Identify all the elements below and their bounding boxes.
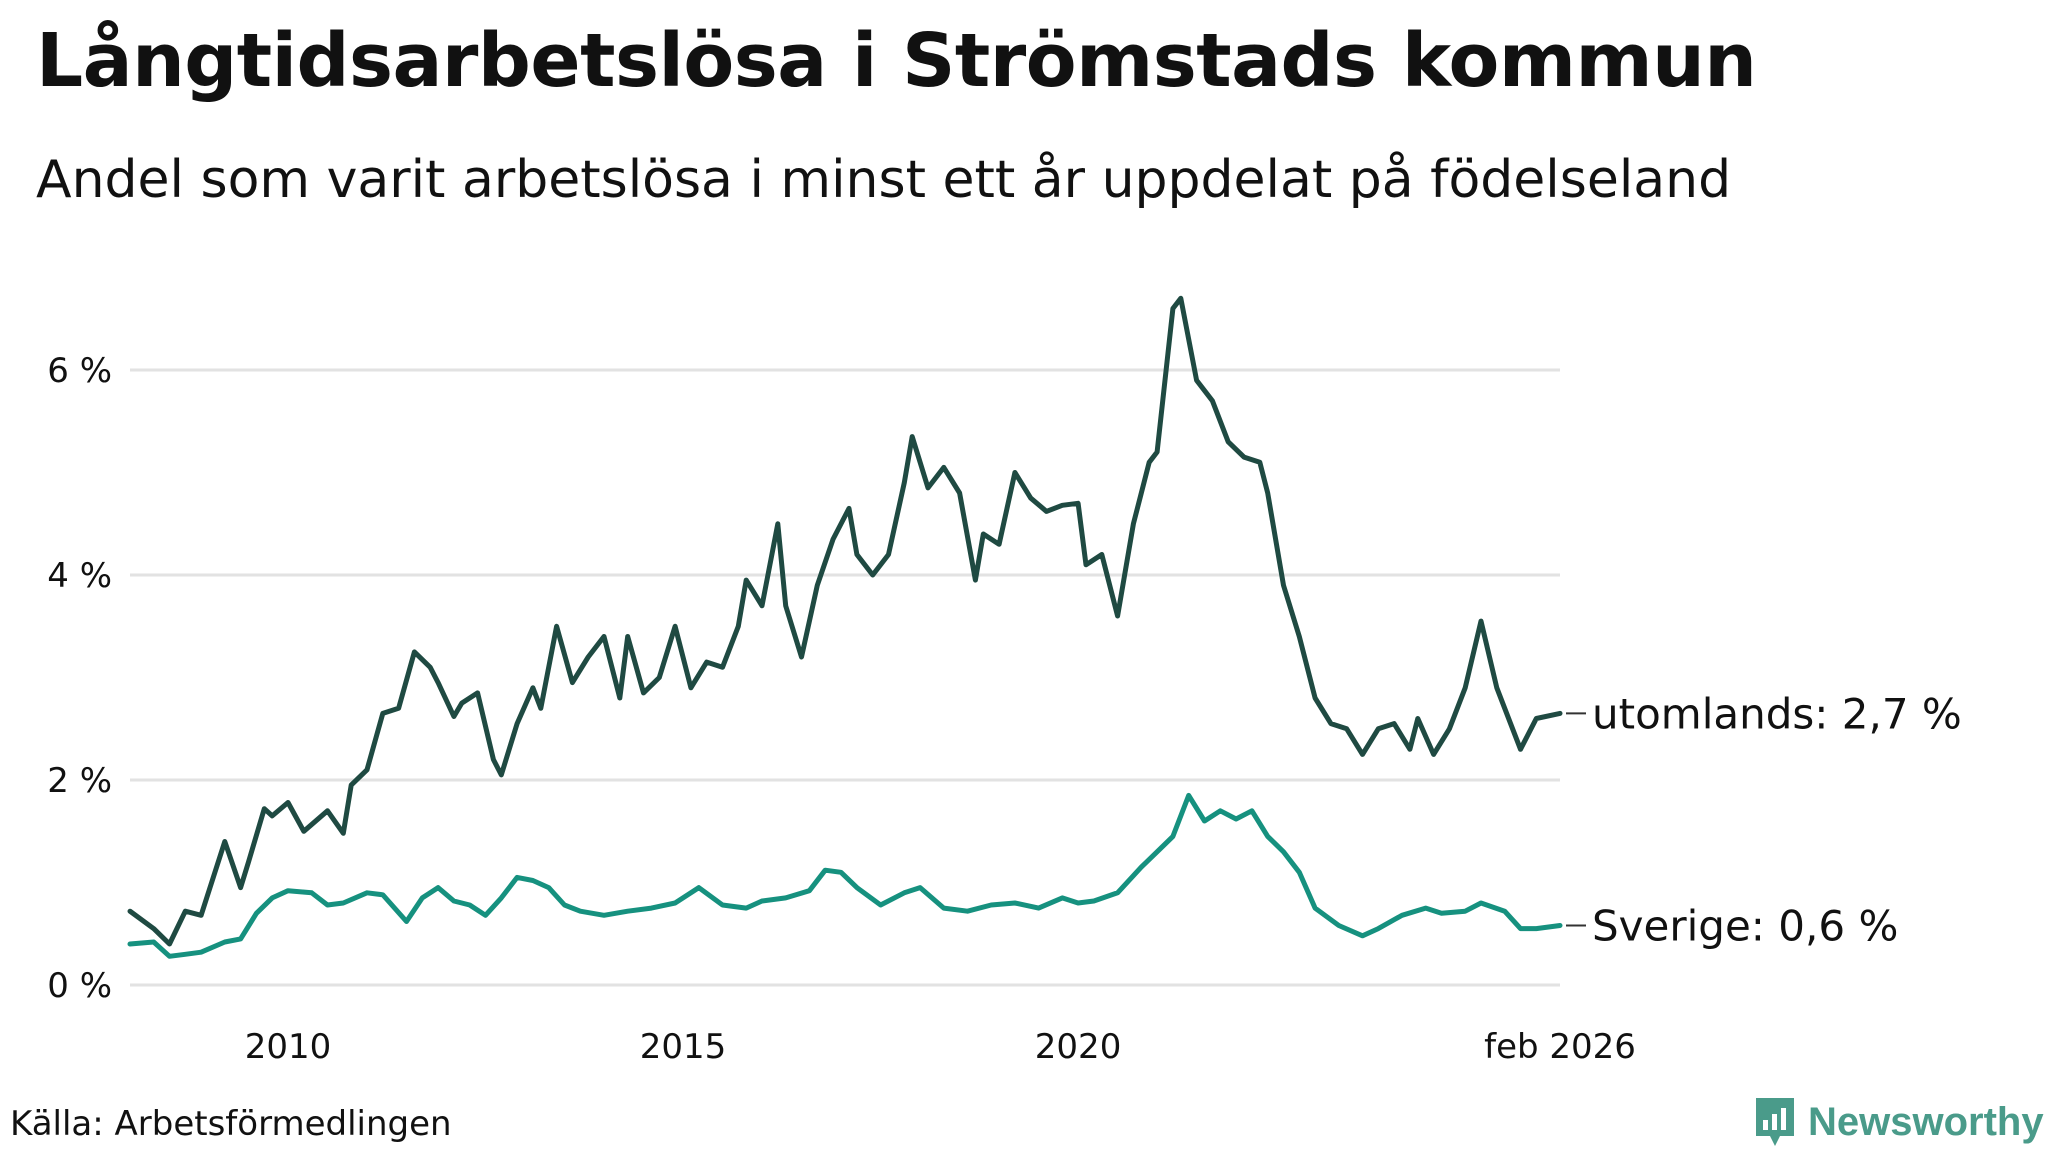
x-tick-label: 2020 bbox=[1035, 1027, 1122, 1067]
series-line-utomlands bbox=[127, 295, 1563, 947]
x-axis-ticks: 2010 2015 2020 feb 2026 bbox=[245, 1027, 1636, 1067]
x-tick-label: feb 2026 bbox=[1484, 1027, 1636, 1067]
bar-chart-icon bbox=[1756, 1098, 1794, 1146]
y-tick-label: 6 % bbox=[47, 351, 112, 391]
source-note: Källa: Arbetsförmedlingen bbox=[10, 1104, 452, 1144]
y-axis-ticks: 0 % 2 % 4 % 6 % bbox=[47, 351, 112, 1006]
end-label-sverige: Sverige: 0,6 % bbox=[1592, 902, 1898, 951]
x-tick-label: 2015 bbox=[640, 1027, 727, 1067]
x-tick-label: 2010 bbox=[245, 1027, 332, 1067]
page-subtitle: Andel som varit arbetslösa i minst ett å… bbox=[36, 150, 1732, 210]
logo-text: Newsworthy bbox=[1808, 1099, 2044, 1144]
end-label-utomlands: utomlands: 2,7 % bbox=[1592, 689, 1962, 738]
end-labels: utomlands: 2,7 % Sverige: 0,6 % bbox=[1566, 689, 1962, 951]
newsworthy-logo: Newsworthy bbox=[1752, 1094, 2044, 1150]
y-tick-label: 0 % bbox=[47, 966, 112, 1006]
y-tick-label: 4 % bbox=[47, 556, 112, 596]
series-lines bbox=[127, 295, 1563, 959]
gridlines bbox=[130, 368, 1560, 987]
series-line-sverige bbox=[127, 792, 1563, 959]
y-tick-label: 2 % bbox=[47, 761, 112, 801]
page-title: Långtidsarbetslösa i Strömstads kommun bbox=[36, 18, 1757, 104]
